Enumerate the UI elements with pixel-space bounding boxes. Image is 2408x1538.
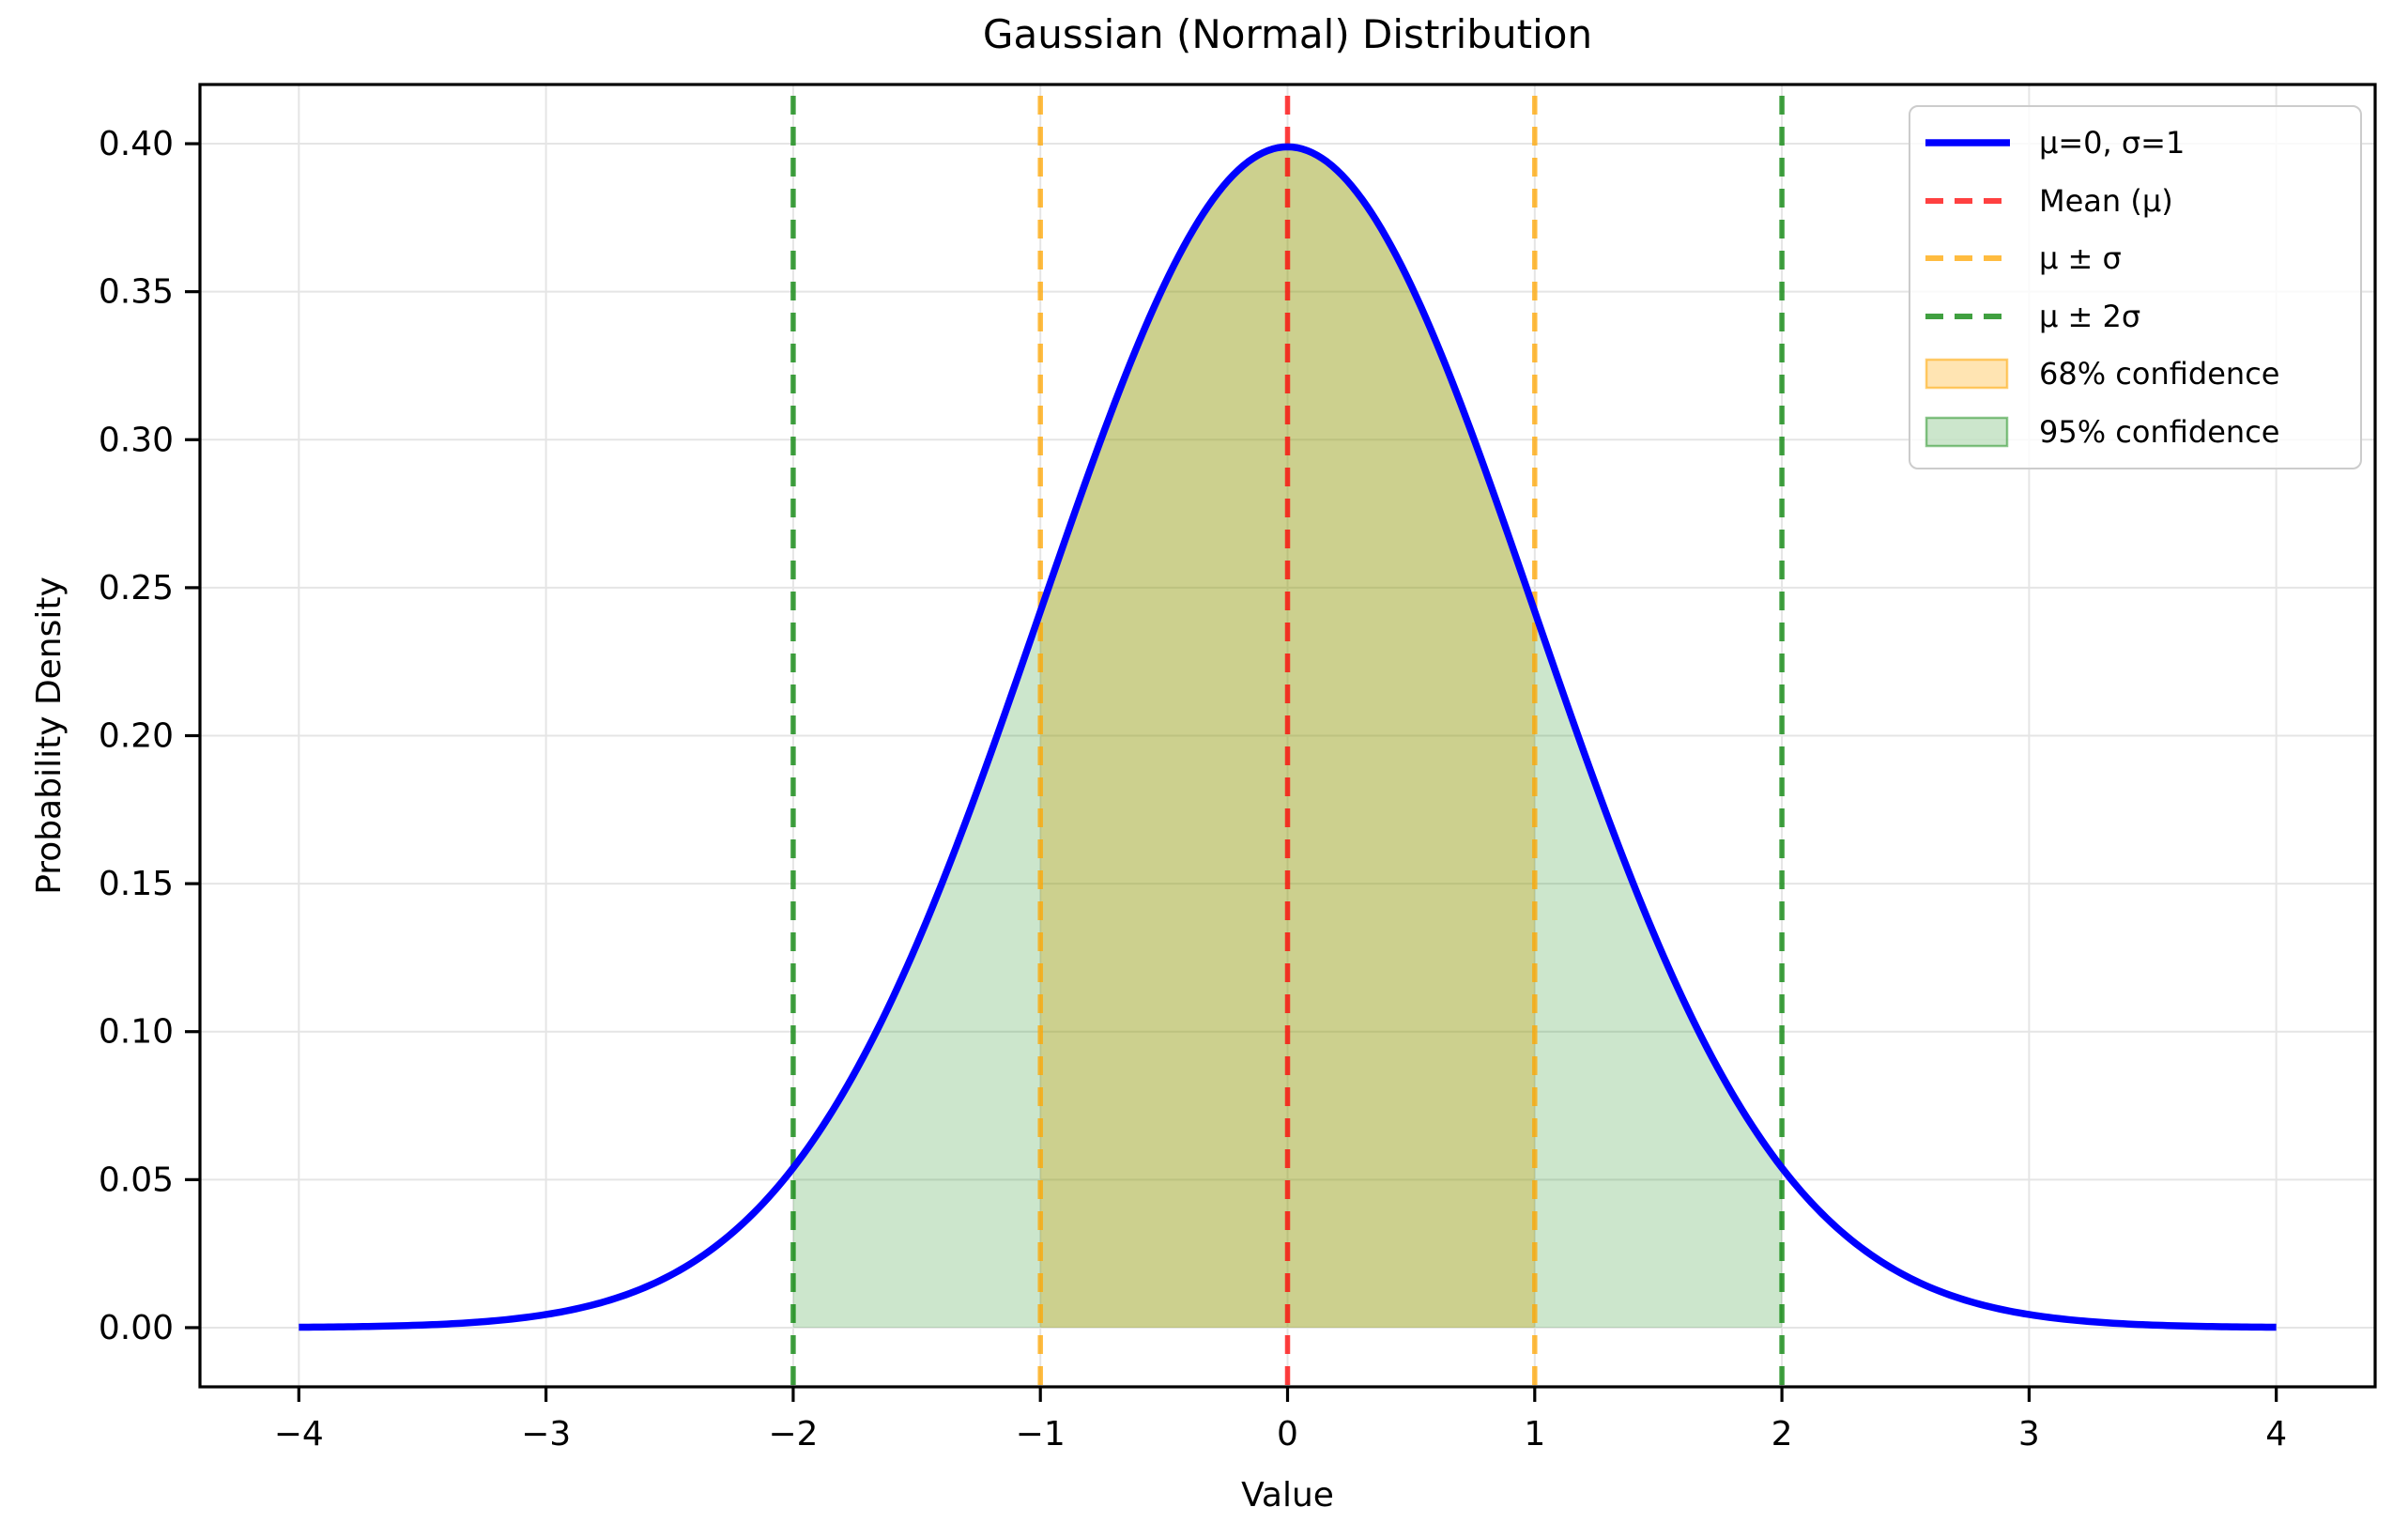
- y-tick-label: 0.35: [99, 273, 174, 312]
- y-tick-label: 0.25: [99, 569, 174, 608]
- legend-item: Mean (μ): [1910, 174, 2360, 228]
- legend-swatch-dashed-line: [1925, 255, 2010, 262]
- y-tick-label: 0.20: [99, 717, 174, 756]
- legend-item: μ ± 2σ: [1910, 289, 2360, 344]
- x-tick-label: 4: [2265, 1415, 2287, 1453]
- x-tick-label: 0: [1277, 1415, 1298, 1453]
- legend-label: Mean (μ): [2039, 182, 2173, 219]
- legend-label: μ ± 2σ: [2039, 298, 2141, 334]
- legend-swatch-patch: [1925, 358, 2009, 390]
- pdf-curve: [299, 143, 2277, 1331]
- y-tick-label: 0.30: [99, 421, 174, 459]
- legend-item: μ ± σ: [1910, 231, 2360, 285]
- y-tick-label: 0.10: [99, 1013, 174, 1052]
- legend-swatch-line: [1925, 139, 2010, 147]
- y-tick-label: 0.40: [99, 125, 174, 163]
- y-tick-label: 0.05: [99, 1161, 174, 1199]
- legend-swatch-dashed-line: [1925, 313, 2010, 319]
- legend-swatch-patch: [1925, 416, 2009, 447]
- x-tick-label: 2: [1771, 1415, 1793, 1453]
- confidence-fill: [1040, 146, 1535, 1328]
- chart-title: Gaussian (Normal) Distribution: [982, 11, 1593, 57]
- legend-label: μ=0, σ=1: [2039, 125, 2186, 161]
- x-tick-label: 3: [2018, 1415, 2040, 1453]
- legend-item: 95% confidence: [1910, 405, 2360, 459]
- legend-item: 68% confidence: [1910, 346, 2360, 401]
- axis-ticks: −4 −3 −2 −1 0 1 2 3 4 0.00 0.05 0.10 0.15 0.20 0.25 0.3…: [99, 125, 2287, 1453]
- x-axis-label: Value: [1241, 1476, 1334, 1515]
- y-axis-label-wrap: Probability Density: [26, 0, 71, 1470]
- legend-label: 95% confidence: [2039, 413, 2280, 450]
- x-tick-label: −1: [1016, 1415, 1066, 1453]
- y-tick-label: 0.15: [99, 865, 174, 903]
- legend: μ=0, σ=1 Mean (μ) μ ± σ μ ± 2σ 68% confidenc…: [1909, 105, 2362, 469]
- legend-label: 68% confidence: [2039, 356, 2280, 392]
- legend-item: μ=0, σ=1: [1910, 115, 2360, 170]
- x-tick-label: −2: [768, 1415, 818, 1453]
- y-tick-label: 0.00: [99, 1309, 174, 1347]
- legend-swatch-dashed-line: [1925, 197, 2010, 204]
- x-tick-label: −4: [274, 1415, 324, 1453]
- x-tick-label: −3: [521, 1415, 571, 1453]
- legend-label: μ ± σ: [2039, 240, 2122, 277]
- y-axis-label: Probability Density: [29, 576, 69, 895]
- x-tick-label: 1: [1524, 1415, 1545, 1453]
